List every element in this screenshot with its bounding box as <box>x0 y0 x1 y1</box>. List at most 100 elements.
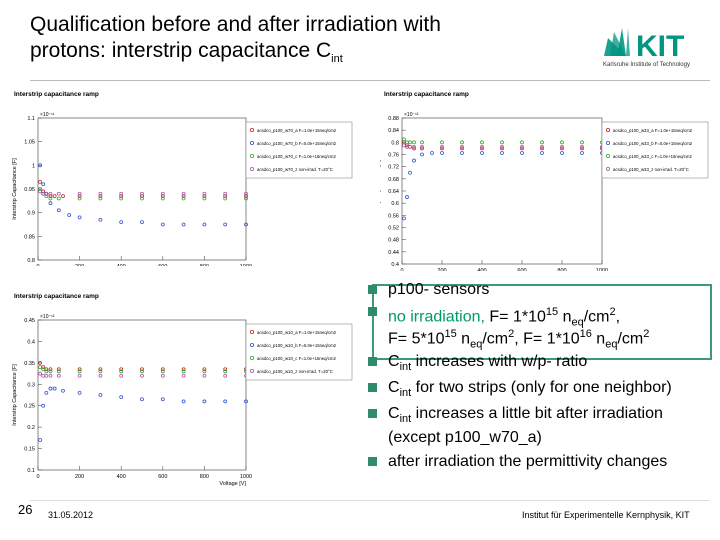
x-tick-label: 0 <box>36 264 39 266</box>
data-point-a <box>98 367 103 372</box>
data-point-a <box>420 146 424 151</box>
y-tick-label: 0.88 <box>388 116 399 122</box>
x-tick-label: 400 <box>477 268 486 271</box>
data-point-a <box>38 180 42 184</box>
data-point-a <box>77 194 82 198</box>
x-tick-label: 200 <box>437 268 446 271</box>
data-point-b <box>420 152 424 157</box>
data-point-z <box>140 191 144 196</box>
y-tick-label: 0.15 <box>24 447 35 453</box>
legend-marker <box>249 369 254 374</box>
data-point-c <box>580 140 584 145</box>
y-tick-label: 0.8 <box>27 258 35 264</box>
data-point-z <box>520 144 524 149</box>
page-number: 26 <box>18 502 33 517</box>
data-point-a <box>223 194 228 198</box>
data-point-a <box>140 367 144 372</box>
data-point-z <box>420 144 424 149</box>
data-point-a <box>160 367 165 372</box>
legend-entry: acsdco_p100_w70_c F=1.0e+16neq/cm2 <box>257 154 336 159</box>
data-point-c <box>244 196 248 201</box>
data-point-c <box>48 369 53 374</box>
data-point-z <box>44 373 49 378</box>
y-tick-label: 0.4 <box>391 262 399 268</box>
data-point-a <box>460 146 464 151</box>
y-tick-label: 0.85 <box>24 234 35 240</box>
data-point-z <box>48 373 53 378</box>
data-point-c <box>223 196 228 201</box>
data-point-z <box>140 373 144 378</box>
data-point-c <box>520 140 524 145</box>
y-tick-label: 0.45 <box>24 318 35 324</box>
data-point-a <box>77 367 82 372</box>
data-point-z <box>540 144 544 149</box>
slide-title: Qualification before and after irradiati… <box>30 12 590 72</box>
data-point-b <box>540 151 544 155</box>
data-point-z <box>440 144 444 149</box>
data-point-c <box>140 196 144 201</box>
data-point-b <box>560 151 564 155</box>
data-point-z <box>119 191 124 196</box>
data-point-a <box>61 194 65 198</box>
data-point-c <box>202 196 207 201</box>
y-tick-label: 0.2 <box>27 425 35 431</box>
data-point-c <box>402 137 406 142</box>
data-point-z <box>77 373 82 378</box>
y-tick-label: 0.56 <box>388 213 399 219</box>
data-point-z <box>48 191 53 196</box>
legend-entry: acsdco_p100_w33_c F=1.0e+16neq/cm2 <box>613 154 692 159</box>
data-point-a <box>119 367 124 372</box>
legend-marker <box>605 128 610 133</box>
kit-logo: KIT Karlsruhe Institute of Technology <box>600 20 710 76</box>
y-tick-label: 0.6 <box>391 201 399 207</box>
data-point-b <box>405 195 409 199</box>
y-tick-label: 0.44 <box>388 250 399 256</box>
data-point-c <box>460 140 464 145</box>
data-point-b <box>77 215 82 220</box>
data-point-z <box>412 144 416 149</box>
data-point-b <box>181 399 186 404</box>
data-point-c <box>38 365 42 370</box>
data-point-b <box>140 220 144 225</box>
data-point-z <box>408 144 412 149</box>
x-tick-label: 1000 <box>596 268 608 271</box>
kit-logo-subtitle: Karlsruhe Institute of Technology <box>603 62 690 68</box>
data-point-b <box>41 182 46 187</box>
data-point-b <box>202 222 207 227</box>
bullet-square-icon <box>368 409 377 418</box>
data-point-z <box>44 191 49 196</box>
y-axis-label: Interstrip Capacitance [F] <box>12 364 18 426</box>
legend-entry: acsdco_p100_w33_a F=1.0e+15neq/cm2 <box>613 128 693 133</box>
legend-marker <box>249 154 254 159</box>
data-point-z <box>160 191 165 196</box>
x-tick-label: 800 <box>557 268 566 271</box>
data-point-a <box>181 367 186 372</box>
data-point-b <box>480 151 484 155</box>
title-line-1: Qualification before and after irradiati… <box>30 13 441 36</box>
y-axis-label: Interstrip Capacitance [F] <box>12 158 18 220</box>
data-point-z <box>202 373 207 378</box>
data-point-z <box>244 191 248 196</box>
legend-box <box>601 121 709 179</box>
highlight-box <box>372 284 712 360</box>
data-point-c <box>500 140 504 145</box>
kit-logo-icon: KIT <box>604 28 684 63</box>
data-point-b <box>580 151 584 155</box>
legend-entry: acsdco_p100_w70_b F=5.0e+15neq/cm2 <box>257 141 337 146</box>
data-point-c <box>98 369 103 374</box>
y-tick-label: 0.48 <box>388 238 399 244</box>
data-point-b <box>160 397 165 402</box>
data-point-c <box>440 140 444 145</box>
legend-box <box>245 121 353 179</box>
data-point-b <box>119 220 124 225</box>
data-point-b <box>520 151 524 155</box>
data-point-z <box>580 144 584 149</box>
y-tick-label: 0.52 <box>388 226 399 232</box>
data-point-a <box>56 367 61 372</box>
data-point-a <box>412 146 416 151</box>
data-point-z <box>119 373 124 378</box>
bullet-square-icon <box>368 457 377 466</box>
data-point-c <box>560 140 564 145</box>
data-point-z <box>77 191 82 196</box>
x-axis-label: Voltage [V] <box>219 481 246 487</box>
